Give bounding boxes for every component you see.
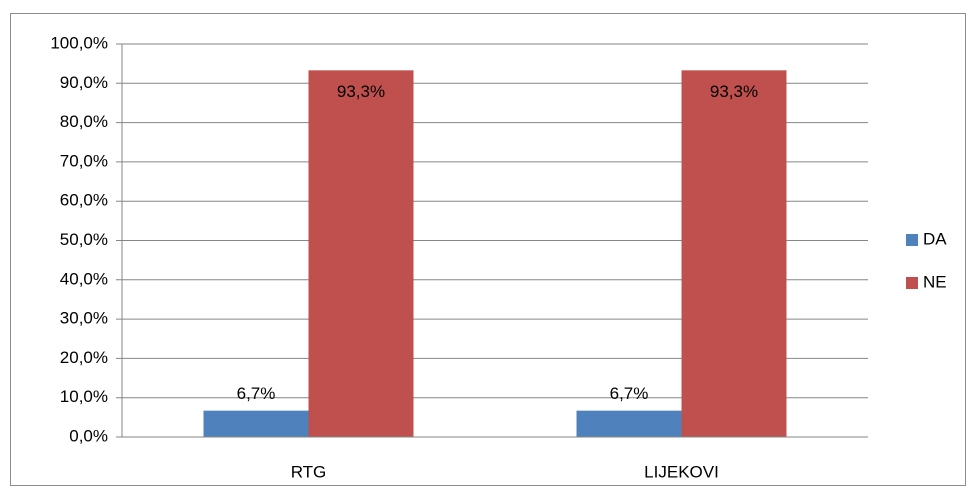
chart-border [10,13,966,486]
y-tick-label: 0,0% [69,426,108,445]
data-label: 93,3% [337,82,385,101]
y-tick-label: 70,0% [60,151,108,170]
y-tick-label: 50,0% [60,230,108,249]
legend-label: NE [923,272,947,291]
data-label: 6,7% [237,384,276,403]
bar [203,410,309,437]
bar [681,70,787,438]
legend-swatch [906,234,918,246]
bar [308,70,414,438]
bar [576,410,682,437]
y-tick-label: 30,0% [60,309,108,328]
y-tick-label: 90,0% [60,73,108,92]
x-tick-label: LIJEKOVI [644,462,719,481]
legend-swatch [906,277,918,289]
y-tick-label: 20,0% [60,348,108,367]
y-tick-label: 40,0% [60,269,108,288]
legend-label: DA [923,229,947,248]
y-tick-label: 80,0% [60,112,108,131]
data-label: 6,7% [610,384,649,403]
y-tick-label: 10,0% [60,387,108,406]
y-tick-label: 60,0% [60,191,108,210]
data-label: 93,3% [710,82,758,101]
x-tick-label: RTG [291,462,327,481]
y-tick-label: 100,0% [50,33,108,52]
